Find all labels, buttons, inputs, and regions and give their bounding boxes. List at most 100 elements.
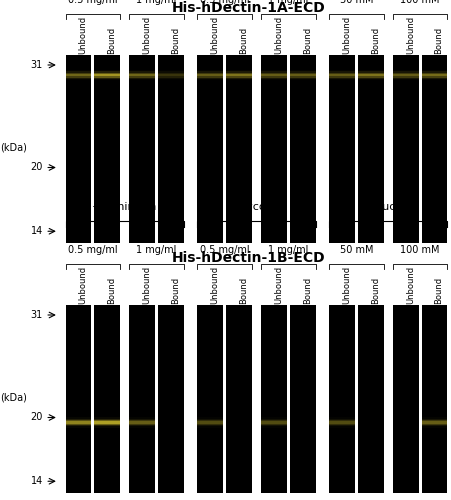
Bar (197, 305, 223, 492)
Bar (329, 422, 354, 424)
Text: +Glucose: +Glucose (361, 202, 414, 212)
Bar (197, 417, 223, 418)
Text: His-hDectin-1A-ECD: His-hDectin-1A-ECD (171, 1, 325, 15)
Text: 31: 31 (31, 310, 43, 320)
Bar (329, 74, 354, 76)
Bar (94, 421, 120, 422)
Bar (329, 76, 354, 78)
Bar (94, 74, 120, 76)
Bar (157, 305, 183, 492)
Bar (357, 71, 383, 72)
Text: Bound: Bound (302, 26, 311, 54)
Text: Unbound: Unbound (341, 266, 350, 304)
Bar (197, 76, 223, 78)
Bar (421, 74, 446, 76)
Text: Unbound: Unbound (273, 266, 282, 304)
Bar (129, 418, 155, 420)
Bar (392, 74, 418, 75)
Bar (94, 78, 120, 80)
Bar (392, 77, 418, 78)
Text: Bound: Bound (170, 26, 179, 54)
Bar (157, 71, 183, 72)
Bar (129, 421, 155, 422)
Bar (260, 417, 286, 418)
Bar (329, 78, 354, 80)
Text: 1 mg/ml: 1 mg/ml (136, 0, 176, 5)
Text: 1 mg/ml: 1 mg/ml (267, 0, 308, 5)
Bar (94, 422, 120, 424)
Text: Unbound: Unbound (142, 16, 151, 54)
Bar (94, 77, 120, 78)
Bar (129, 417, 155, 418)
Bar (357, 76, 383, 78)
Bar (421, 72, 446, 74)
Bar (94, 74, 120, 75)
Text: 100 mM: 100 mM (400, 245, 439, 255)
Bar (129, 55, 155, 242)
Bar (329, 420, 354, 421)
Bar (289, 305, 315, 492)
Bar (157, 74, 183, 75)
Bar (94, 424, 120, 425)
Bar (421, 55, 446, 242)
Bar (94, 418, 120, 420)
Bar (329, 305, 354, 492)
Bar (94, 71, 120, 72)
Bar (157, 55, 183, 242)
Text: +Glycogen: +Glycogen (225, 202, 287, 212)
Bar (260, 422, 286, 424)
Bar (65, 72, 91, 74)
Bar (129, 424, 155, 426)
Bar (197, 77, 223, 78)
Text: Unbound: Unbound (210, 266, 219, 304)
Bar (421, 424, 446, 425)
Text: Bound: Bound (433, 26, 442, 54)
Bar (157, 76, 183, 78)
Bar (392, 78, 418, 80)
Text: 14: 14 (31, 226, 43, 236)
Bar (197, 74, 223, 75)
Bar (260, 424, 286, 425)
Text: Unbound: Unbound (405, 266, 414, 304)
Bar (392, 74, 418, 76)
Bar (421, 305, 446, 492)
Bar (94, 420, 120, 421)
Bar (392, 72, 418, 74)
Text: 20: 20 (31, 412, 43, 422)
Bar (226, 72, 252, 74)
Text: His-hDectin-1B-ECD: His-hDectin-1B-ECD (171, 251, 325, 265)
Text: Bound: Bound (107, 276, 116, 303)
Text: 31: 31 (31, 60, 43, 70)
Bar (260, 426, 286, 428)
Bar (94, 305, 120, 492)
Bar (226, 74, 252, 76)
Bar (260, 421, 286, 422)
Bar (65, 305, 91, 492)
Bar (421, 76, 446, 78)
Bar (392, 70, 418, 71)
Bar (197, 424, 223, 426)
Bar (260, 424, 286, 426)
Bar (197, 426, 223, 428)
Bar (226, 78, 252, 80)
Bar (226, 305, 252, 492)
Bar (392, 305, 418, 492)
Bar (65, 422, 91, 424)
Text: Bound: Bound (433, 276, 442, 303)
Bar (65, 424, 91, 426)
Bar (94, 417, 120, 418)
Bar (329, 418, 354, 420)
Text: Unbound: Unbound (405, 16, 414, 54)
Bar (226, 70, 252, 71)
Bar (260, 78, 286, 80)
Bar (329, 74, 354, 75)
Text: Bound: Bound (170, 276, 179, 303)
Text: Bound: Bound (239, 26, 248, 54)
Bar (289, 74, 315, 75)
Bar (329, 421, 354, 422)
Bar (289, 74, 315, 76)
Bar (197, 70, 223, 71)
Bar (157, 78, 183, 80)
Bar (129, 424, 155, 425)
Text: 1 mg/ml: 1 mg/ml (267, 245, 308, 255)
